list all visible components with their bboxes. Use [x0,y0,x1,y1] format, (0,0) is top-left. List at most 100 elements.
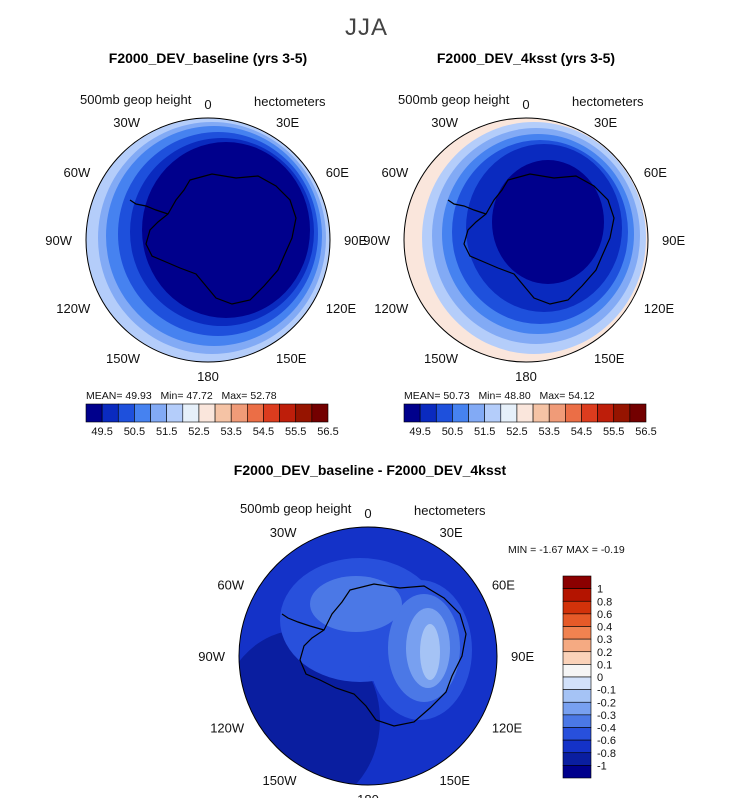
colorbar-tick-label: -0.8 [597,748,616,760]
season-title: JJA [344,14,388,41]
map-border-diff [238,526,498,786]
longitude-label: 150E [276,351,307,366]
colorbar-swatch [562,664,592,678]
colorbar-swatch [562,689,592,703]
longitude-label: 120W [374,301,409,316]
longitude-label: 60W [381,165,408,180]
map-diff [239,527,497,785]
peninsula-outline-4ksst [447,199,487,215]
colorbar-swatch [532,403,550,423]
colorbar-swatch [295,403,313,423]
colorbar-tick-label: 52.5 [506,426,527,438]
colorbar-tick-label: -0.6 [597,735,616,747]
longitude-label: 120E [492,721,523,736]
colorbar-tick-label: 55.5 [285,426,306,438]
peninsula-outline-baseline [129,199,169,215]
colorbar-tick-label: 55.5 [603,426,624,438]
stats-mean-label: MEAN= [86,390,123,402]
panel-title-baseline: F2000_DEV_baseline (yrs 3-5) [108,50,308,66]
colorbar-swatch [263,403,280,423]
colorbar-tick-label: 51.5 [156,426,177,438]
stats-4ksst: MEAN= 50.73 Min= 48.80 Max= 54.12 [404,390,595,402]
colorbar-swatch [435,403,453,423]
stats-min-label: MIN = [508,544,537,556]
colorbar-swatch [230,403,248,423]
stats-min-value: 48.80 [504,390,531,402]
colorbar-swatch [562,588,592,602]
longitude-label: 150E [594,351,625,366]
longitude-label: 120W [56,301,91,316]
map-border-4ksst [403,117,649,363]
units-label-diff: hectometers [414,503,486,518]
longitude-label: 150W [106,351,141,366]
stats-mean-value: 50.73 [443,390,470,402]
variable-label-diff: 500mb geop height [240,501,352,516]
longitude-label: 150W [424,351,459,366]
panel-title-diff: F2000_DEV_baseline - F2000_DEV_4ksst [233,462,507,478]
colorbar-tick-label: 52.5 [188,426,209,438]
stats-min-value: 47.72 [186,390,213,402]
longitude-label: 90E [511,649,534,664]
stats-max-label: Max= [221,390,248,402]
map-4ksst [404,118,648,362]
colorbar-tick-label: 0 [597,672,603,684]
colorbar-swatch [452,403,469,423]
colorbar-4ksst: 49.5 50.5 51.5 52.5 53.5 54.5 55.5 56.5 [403,403,657,438]
colorbar-swatch [166,403,184,423]
colorbar-swatch [468,403,485,423]
longitude-label: 150W [263,773,298,788]
colorbar-swatch [516,403,534,423]
colorbar-swatch [182,403,200,423]
stats-max-value: -0.19 [600,544,625,556]
colorbar-swatch [484,403,502,423]
colorbar-swatch [419,403,437,423]
colorbar-swatch [548,403,566,423]
longitude-labels: 0 30E 60E 90E 120E 150E 180 150W 120W 90W 60W 30W 0 3… [45,97,685,798]
colorbar-tick-label: 50.5 [442,426,463,438]
colorbar-tick-label: 54.5 [571,426,592,438]
colorbar-swatch [311,403,329,423]
longitude-label: 60E [492,578,515,593]
longitude-label: 90W [363,233,390,248]
colorbar-swatch [562,676,592,690]
map-baseline [86,118,330,362]
colorbar-swatch [629,403,647,423]
longitude-label: 150E [440,773,471,788]
colorbar-swatch [562,714,592,728]
colorbar-swatch [117,403,135,423]
colorbar-swatch [198,403,216,423]
colorbar-tick-label: 49.5 [409,426,430,438]
colorbar-tick-label: 56.5 [317,426,338,438]
colorbar-tick-label: 56.5 [635,426,656,438]
colorbar-swatch [562,626,592,640]
stats-max-value: 52.78 [250,390,277,402]
antarctica-outline-4ksst [463,173,615,305]
map-border-baseline [85,117,331,363]
colorbar-tick-label: -1 [597,760,607,772]
longitude-label: 60W [63,165,90,180]
colorbar-tick-label: 0.8 [597,596,612,608]
stats-baseline: MEAN= 49.93 Min= 47.72 Max= 52.78 [86,390,277,402]
longitude-label: 180 [197,369,219,384]
longitude-label: 0 [522,97,529,112]
longitude-label: 180 [515,369,537,384]
stats-mean-value: 49.93 [125,390,152,402]
colorbar-swatch [247,403,264,423]
stats-min-label: Min= [478,390,502,402]
colorbar-tick-label: 1 [597,584,603,596]
colorbar-swatch [214,403,232,423]
colorbar-swatch [581,403,598,423]
colorbar-swatch [500,403,518,423]
colorbar-swatch [613,403,631,423]
longitude-label: 120W [210,721,245,736]
longitude-label: 0 [204,97,211,112]
longitude-label: 60W [217,578,244,593]
longitude-label: 60E [326,165,349,180]
longitude-label: 120E [326,301,357,316]
stats-diff: MIN = -1.67 MAX = -0.19 [508,544,625,556]
colorbar-tick-label: 50.5 [124,426,145,438]
colorbar-tick-label: 49.5 [91,426,112,438]
units-label-baseline: hectometers [254,94,326,109]
longitude-label: 180 [357,792,379,798]
colorbar-swatch [279,403,297,423]
